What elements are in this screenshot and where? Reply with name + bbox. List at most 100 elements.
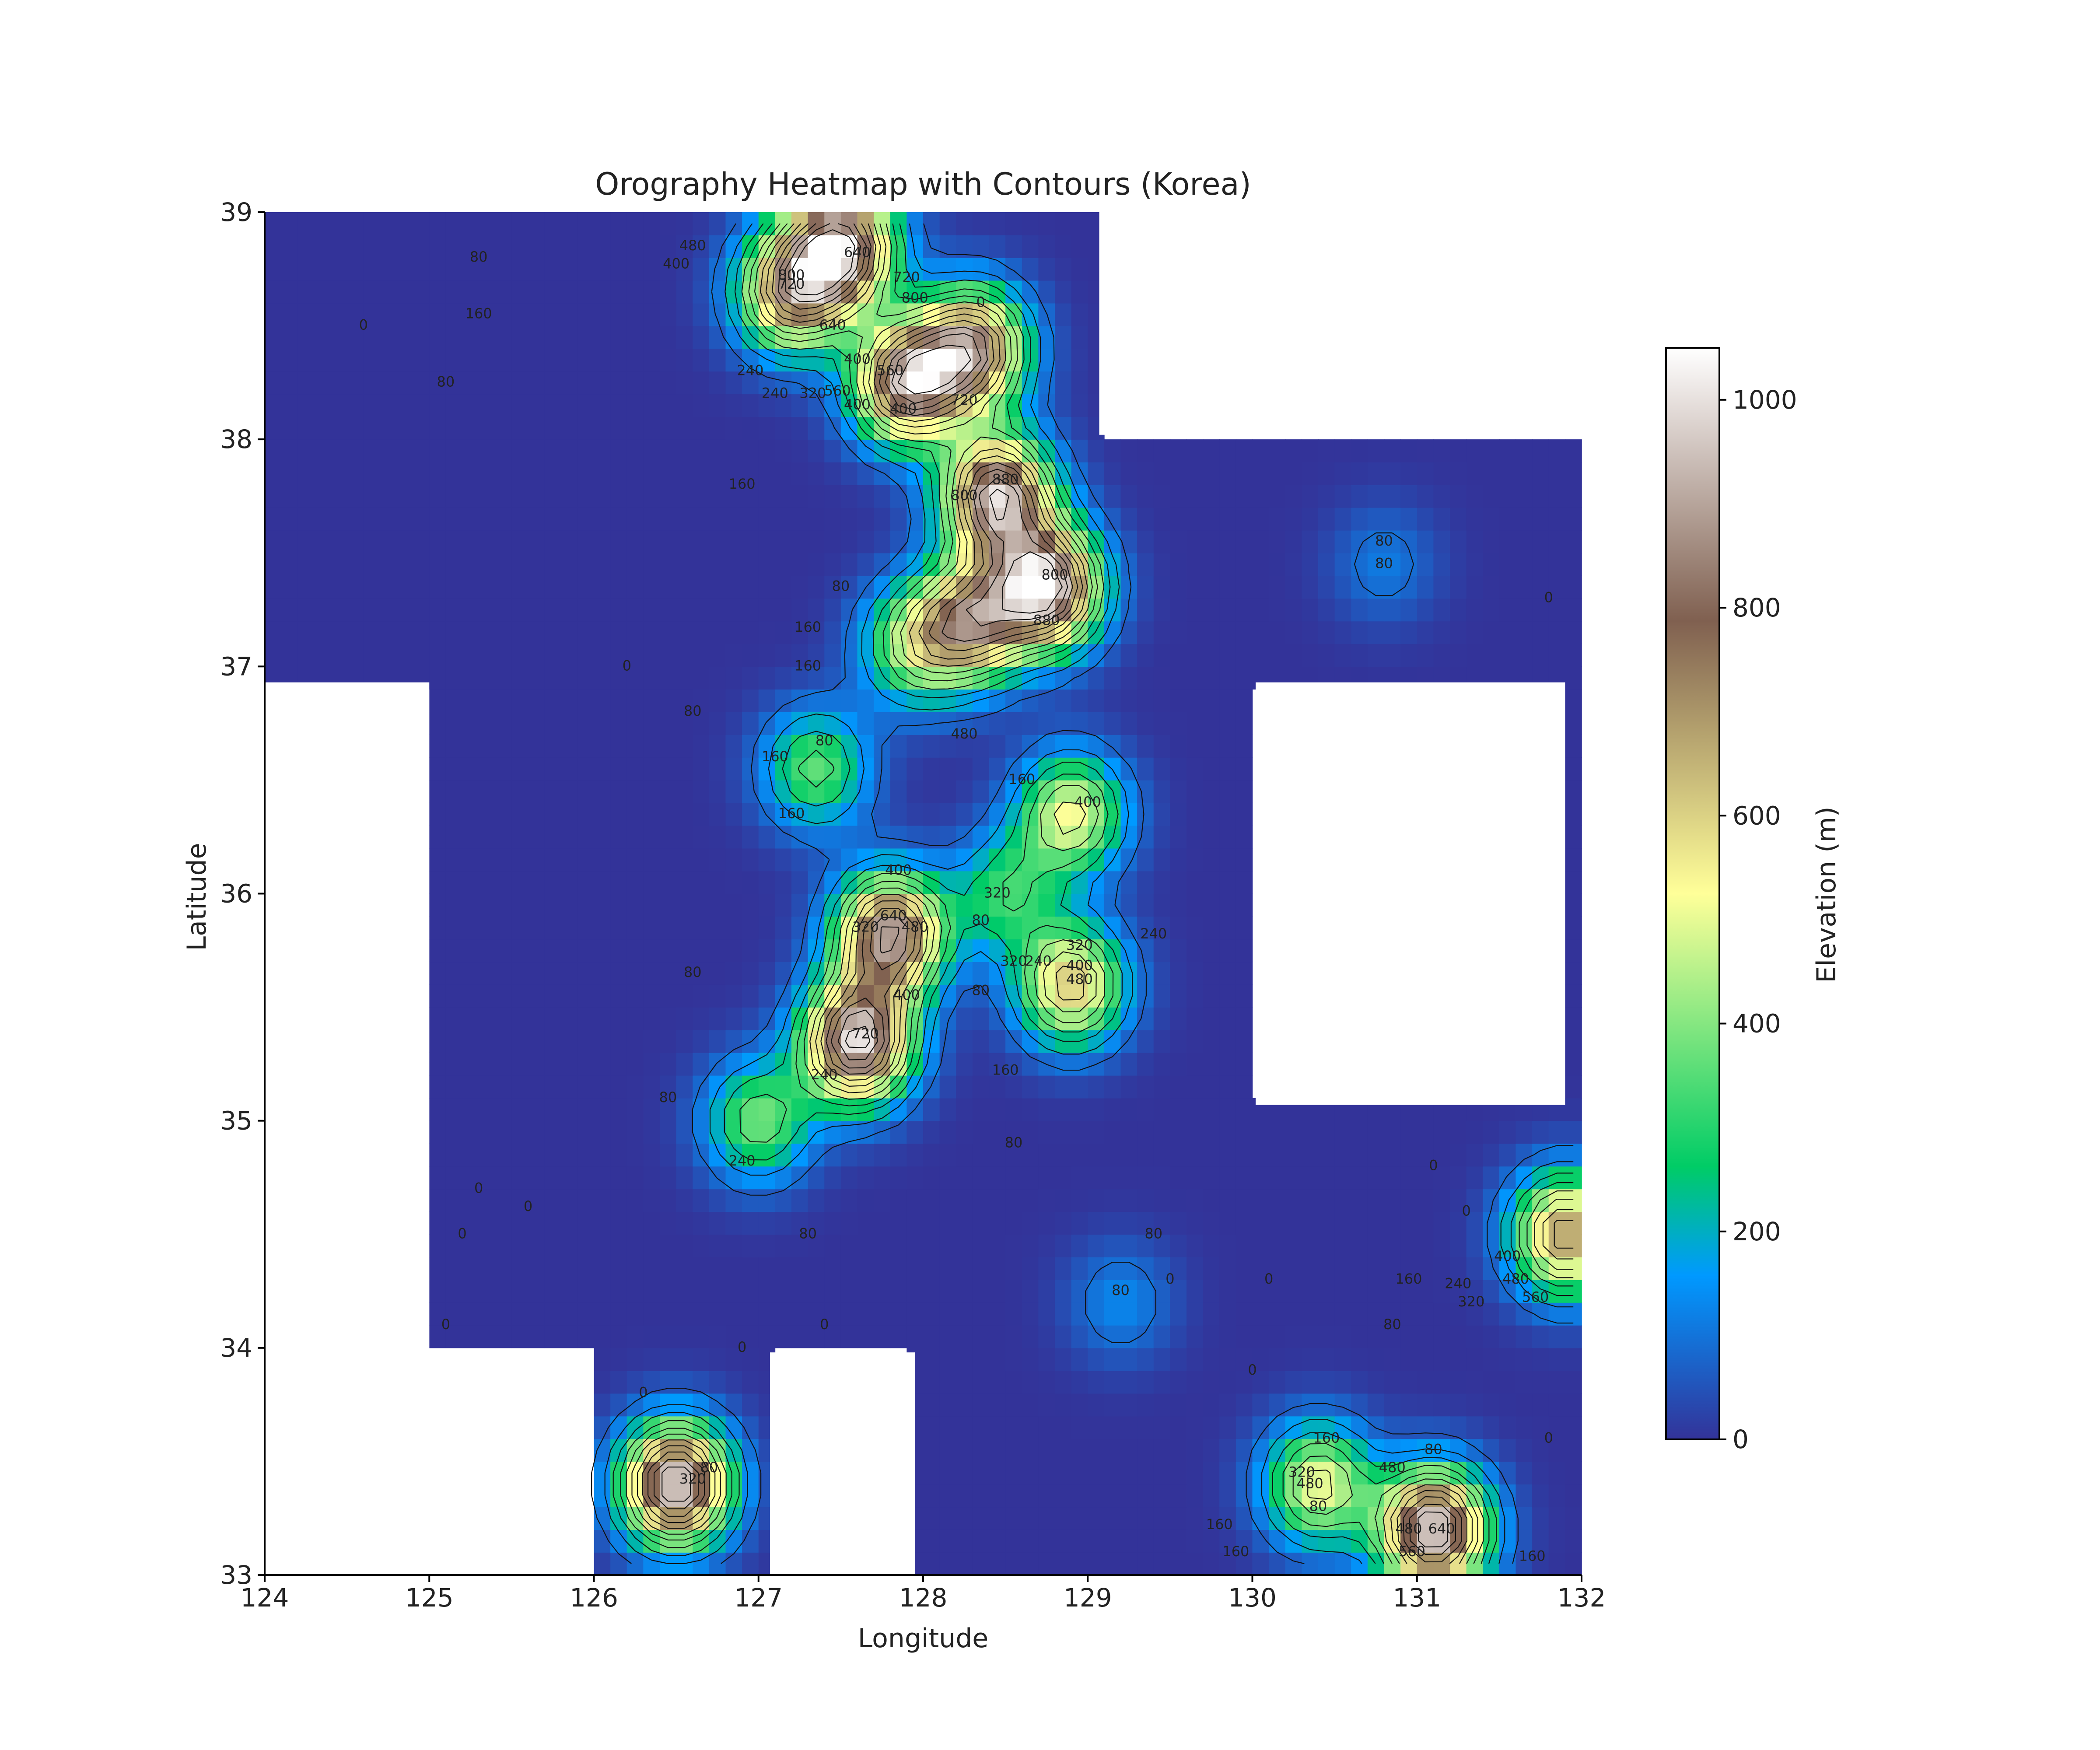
heat-cell	[1499, 644, 1516, 667]
heat-cell	[709, 1484, 726, 1508]
heat-cell	[1466, 1302, 1484, 1326]
heat-cell	[660, 303, 677, 326]
heat-cell	[528, 1189, 545, 1212]
heat-cell	[445, 780, 463, 803]
heat-cell	[923, 1530, 940, 1553]
heat-cell	[610, 1348, 627, 1371]
heat-cell	[1450, 1257, 1467, 1280]
heat-cell	[511, 553, 528, 576]
heat-cell	[725, 598, 742, 622]
heat-cell	[1565, 1438, 1582, 1462]
heat-cell	[890, 1280, 907, 1303]
heat-cell	[693, 644, 710, 667]
heat-cell	[1137, 644, 1154, 667]
heat-cell	[906, 1280, 924, 1303]
heat-cell	[1334, 1484, 1352, 1508]
heat-cell	[495, 257, 512, 281]
heat-cell	[1417, 598, 1434, 622]
heat-cell	[956, 712, 973, 735]
heat-cell	[1285, 439, 1302, 462]
heat-cell	[791, 1280, 808, 1303]
heat-cell	[462, 575, 479, 599]
heat-cell	[660, 1438, 677, 1462]
heat-cell	[1219, 825, 1236, 849]
heat-cell	[1516, 1280, 1533, 1303]
heat-cell	[314, 575, 331, 599]
heat-cell	[1400, 1302, 1418, 1326]
heat-cell	[1153, 530, 1171, 553]
heat-cell	[1318, 1530, 1335, 1553]
heat-cell	[413, 621, 430, 644]
heat-cell	[1005, 507, 1022, 531]
heat-cell	[1203, 1302, 1220, 1326]
heat-cell	[1334, 439, 1352, 462]
heat-cell	[1384, 462, 1401, 485]
heat-cell	[989, 1234, 1006, 1257]
heat-cell	[1252, 1370, 1269, 1394]
heat-cell	[1170, 644, 1187, 667]
heat-cell	[561, 416, 578, 440]
heat-cell	[528, 1302, 545, 1326]
heat-cell	[330, 280, 347, 304]
heat-cell	[1318, 1234, 1335, 1257]
heat-cell	[445, 326, 463, 349]
heat-cell	[643, 348, 660, 372]
heat-cell	[890, 280, 907, 304]
heat-cell	[742, 371, 759, 395]
heat-cell	[363, 507, 381, 531]
heat-cell	[709, 1370, 726, 1394]
heat-cell	[594, 780, 611, 803]
heat-cell	[380, 348, 397, 372]
heat-cell	[906, 780, 924, 803]
heat-cell	[495, 757, 512, 780]
heat-cell	[1038, 984, 1055, 1008]
heat-cell	[725, 871, 742, 894]
heat-cell	[1269, 1120, 1286, 1144]
heat-cell	[511, 462, 528, 485]
heat-cell	[1186, 507, 1204, 531]
heat-cell	[1137, 916, 1154, 940]
heat-cell	[462, 848, 479, 872]
heat-cell	[972, 1120, 990, 1144]
heat-cell	[972, 825, 990, 849]
heat-cell	[544, 1257, 562, 1280]
heat-cell	[1005, 530, 1022, 553]
heat-cell	[1433, 1257, 1450, 1280]
heat-cell	[1367, 1234, 1385, 1257]
heat-cell	[1219, 871, 1236, 894]
heat-cell	[1219, 1484, 1236, 1508]
heat-cell	[1203, 462, 1220, 485]
heat-cell	[693, 303, 710, 326]
contour-label: 640	[1428, 1520, 1455, 1537]
heat-cell	[1088, 893, 1105, 917]
heat-cell	[1236, 1166, 1253, 1190]
heat-cell	[1433, 1120, 1450, 1144]
heat-cell	[1120, 644, 1138, 667]
heat-cell	[742, 1530, 759, 1553]
heat-cell	[1038, 1438, 1055, 1462]
heat-cell	[1137, 780, 1154, 803]
heat-cell	[906, 712, 924, 735]
contour-label: 800	[951, 487, 978, 504]
heat-cell	[1450, 1438, 1467, 1462]
heat-cell	[479, 326, 496, 349]
heat-cell	[626, 1211, 644, 1235]
heat-cell	[1334, 1143, 1352, 1167]
heat-cell	[1153, 666, 1171, 690]
heat-cell	[610, 485, 627, 508]
heat-cell	[445, 984, 463, 1008]
heat-cell	[660, 962, 677, 985]
heat-cell	[1334, 1530, 1352, 1553]
heat-cell	[643, 802, 660, 826]
heat-cell	[1236, 553, 1253, 576]
heat-cell	[939, 984, 957, 1008]
heat-cell	[857, 1075, 874, 1099]
heat-cell	[1120, 1007, 1138, 1030]
heat-cell	[626, 1007, 644, 1030]
heat-cell	[1022, 916, 1039, 940]
heat-cell	[1055, 689, 1072, 712]
x-tick-label: 132	[1558, 1583, 1606, 1613]
heat-cell	[1170, 825, 1187, 849]
heat-cell	[643, 1166, 660, 1190]
heat-cell	[1236, 1211, 1253, 1235]
